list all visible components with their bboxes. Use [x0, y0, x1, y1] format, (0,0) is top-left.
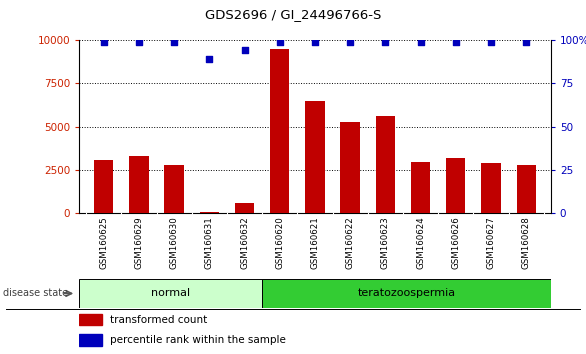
Point	[240, 47, 249, 52]
Point	[205, 56, 214, 62]
Bar	[235, 203, 254, 213]
Bar	[165, 165, 184, 213]
Bar	[200, 212, 219, 213]
Text: teratozoospermia: teratozoospermia	[357, 289, 455, 298]
Bar	[79, 279, 262, 308]
Point	[451, 39, 461, 45]
Text: GSM160624: GSM160624	[416, 217, 425, 269]
Text: GSM160632: GSM160632	[240, 217, 249, 269]
Text: GSM160629: GSM160629	[134, 217, 144, 269]
Bar	[270, 48, 289, 213]
Point	[522, 39, 531, 45]
Text: GDS2696 / GI_24496766-S: GDS2696 / GI_24496766-S	[205, 7, 381, 21]
Text: GSM160620: GSM160620	[275, 217, 284, 269]
Text: GSM160628: GSM160628	[522, 217, 531, 269]
Bar	[305, 101, 325, 213]
Bar	[340, 121, 360, 213]
Text: normal: normal	[151, 289, 190, 298]
Text: disease state: disease state	[3, 289, 68, 298]
Point	[99, 39, 108, 45]
Text: percentile rank within the sample: percentile rank within the sample	[110, 335, 286, 345]
Bar	[516, 165, 536, 213]
Point	[275, 39, 284, 45]
Bar	[481, 163, 500, 213]
Text: GSM160631: GSM160631	[205, 217, 214, 269]
Bar	[411, 162, 430, 213]
Point	[416, 39, 425, 45]
Point	[486, 39, 496, 45]
Text: GSM160622: GSM160622	[346, 217, 355, 269]
Text: GSM160626: GSM160626	[451, 217, 460, 269]
Bar	[79, 314, 102, 325]
Point	[134, 39, 144, 45]
Bar	[262, 279, 551, 308]
Point	[169, 39, 179, 45]
Text: GSM160625: GSM160625	[99, 217, 108, 269]
Point	[381, 39, 390, 45]
Bar	[376, 116, 395, 213]
Point	[346, 39, 355, 45]
Text: GSM160627: GSM160627	[486, 217, 496, 269]
Text: transformed count: transformed count	[110, 315, 207, 325]
Point	[311, 39, 320, 45]
Bar	[94, 160, 114, 213]
Bar	[130, 156, 149, 213]
Text: GSM160623: GSM160623	[381, 217, 390, 269]
Text: GSM160621: GSM160621	[311, 217, 319, 269]
Bar	[446, 158, 465, 213]
Text: GSM160630: GSM160630	[170, 217, 179, 269]
Bar	[79, 334, 102, 346]
